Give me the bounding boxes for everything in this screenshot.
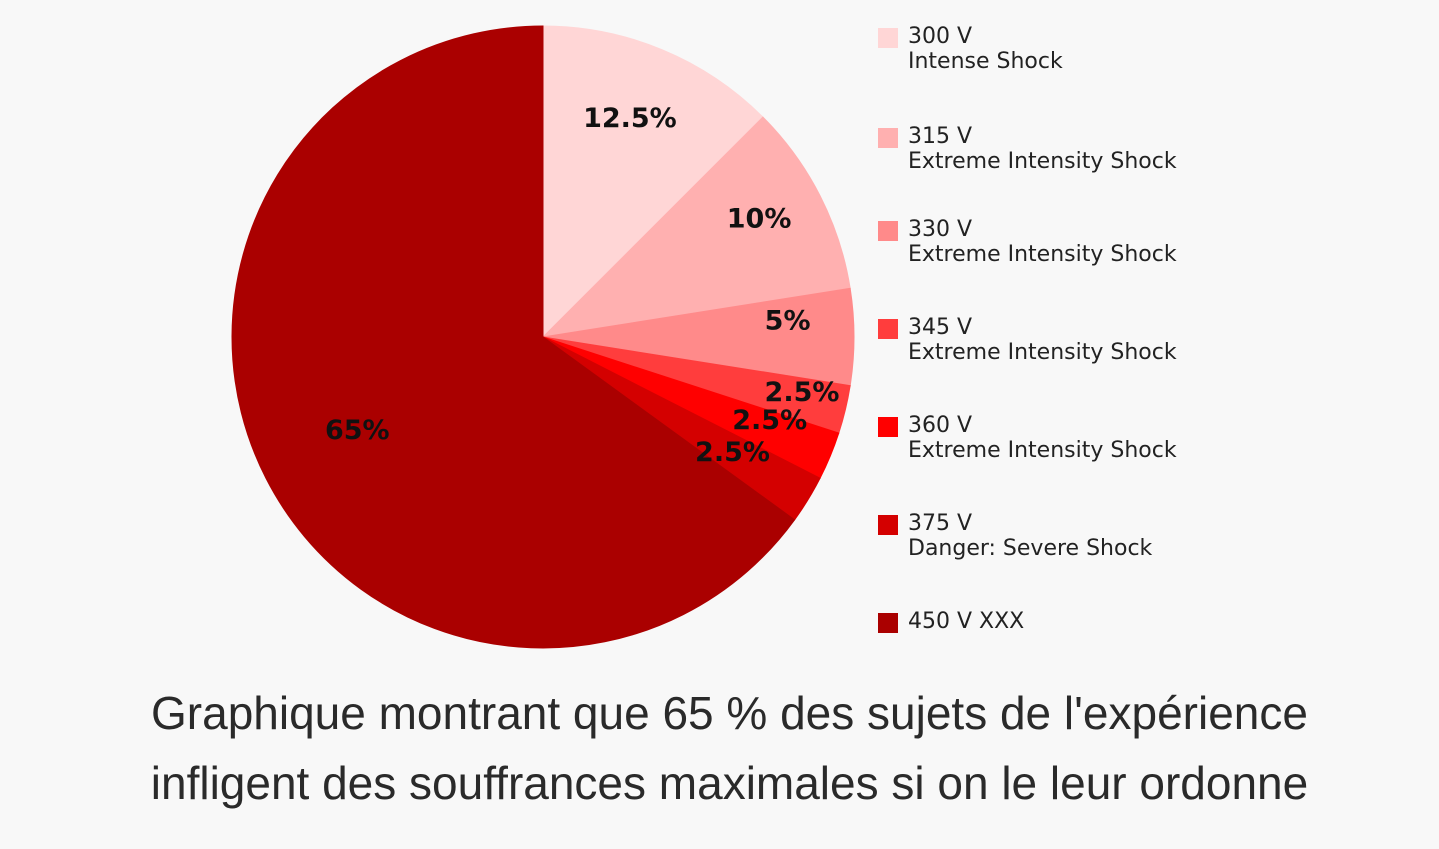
legend-description-2: Extreme Intensity Shock bbox=[908, 149, 1177, 174]
legend-voltage-5: 360 V bbox=[908, 413, 973, 438]
legend-description-1: Intense Shock bbox=[908, 49, 1063, 74]
legend-label-1: 300 V Intense Shock bbox=[908, 24, 1063, 74]
pie-slice-7 bbox=[231, 25, 796, 649]
legend-label-5: 360 V Extreme Intensity Shock bbox=[908, 413, 1177, 463]
slice-label-2: 10% bbox=[727, 203, 792, 234]
pie-slice-1 bbox=[542, 25, 764, 339]
caption-line-1: Graphique montrant que 65 % des sujets d… bbox=[151, 687, 1308, 739]
legend-voltage-7: 450 V XXX bbox=[908, 609, 1025, 634]
slice-label-1: 12.5% bbox=[583, 103, 677, 134]
legend-swatch-5 bbox=[878, 417, 898, 437]
legend-item-4: 345 V Extreme Intensity Shock bbox=[878, 315, 1177, 365]
legend-swatch-1 bbox=[878, 28, 898, 48]
slice-label-3: 5% bbox=[765, 306, 811, 337]
legend-description-3: Extreme Intensity Shock bbox=[908, 242, 1177, 267]
legend-item-7: 450 V XXX bbox=[878, 609, 1024, 634]
legend-description-5: Extreme Intensity Shock bbox=[908, 438, 1177, 463]
slice-label-6: 2.5% bbox=[695, 437, 770, 468]
legend-label-4: 345 V Extreme Intensity Shock bbox=[908, 315, 1177, 365]
pie-chart: 12.5%10%5%2.5%2.5%2.5%65% bbox=[231, 25, 855, 649]
legend-voltage-3: 330 V bbox=[908, 217, 973, 242]
legend-swatch-2 bbox=[878, 128, 898, 148]
legend-label-3: 330 V Extreme Intensity Shock bbox=[908, 217, 1177, 267]
slice-label-4: 2.5% bbox=[765, 377, 840, 408]
pie-slice-2 bbox=[541, 116, 851, 338]
legend-voltage-1: 300 V bbox=[908, 24, 973, 49]
legend-label-7: 450 V XXX bbox=[908, 609, 1024, 634]
legend-item-3: 330 V Extreme Intensity Shock bbox=[878, 217, 1177, 267]
legend-item-1: 300 V Intense Shock bbox=[878, 24, 1063, 74]
legend-item-2: 315 V Extreme Intensity Shock bbox=[878, 124, 1177, 174]
chart-caption: Graphique montrant que 65 % des sujets d… bbox=[0, 678, 1439, 818]
legend-item-6: 375 V Danger: Severe Shock bbox=[878, 511, 1152, 561]
legend-voltage-4: 345 V bbox=[908, 315, 973, 340]
slice-label-5: 2.5% bbox=[732, 405, 807, 436]
legend-voltage-2: 315 V bbox=[908, 124, 973, 149]
legend-swatch-7 bbox=[878, 613, 898, 633]
legend-label-2: 315 V Extreme Intensity Shock bbox=[908, 124, 1177, 174]
caption-line-2: infligent des souffrances maximales si o… bbox=[150, 757, 1309, 809]
legend-description-6: Danger: Severe Shock bbox=[908, 536, 1153, 561]
legend-voltage-6: 375 V bbox=[908, 511, 973, 536]
legend-description-4: Extreme Intensity Shock bbox=[908, 340, 1177, 365]
legend-label-6: 375 V Danger: Severe Shock bbox=[908, 511, 1152, 561]
legend: 300 V Intense Shock 315 V Extreme Intensity… bbox=[878, 24, 1398, 644]
pie-slices bbox=[231, 25, 855, 649]
pie-slice-labels: 12.5%10%5%2.5%2.5%2.5%65% bbox=[325, 103, 839, 468]
legend-swatch-4 bbox=[878, 319, 898, 339]
legend-swatch-3 bbox=[878, 221, 898, 241]
legend-swatch-6 bbox=[878, 515, 898, 535]
slice-label-7: 65% bbox=[325, 415, 390, 446]
legend-item-5: 360 V Extreme Intensity Shock bbox=[878, 413, 1177, 463]
